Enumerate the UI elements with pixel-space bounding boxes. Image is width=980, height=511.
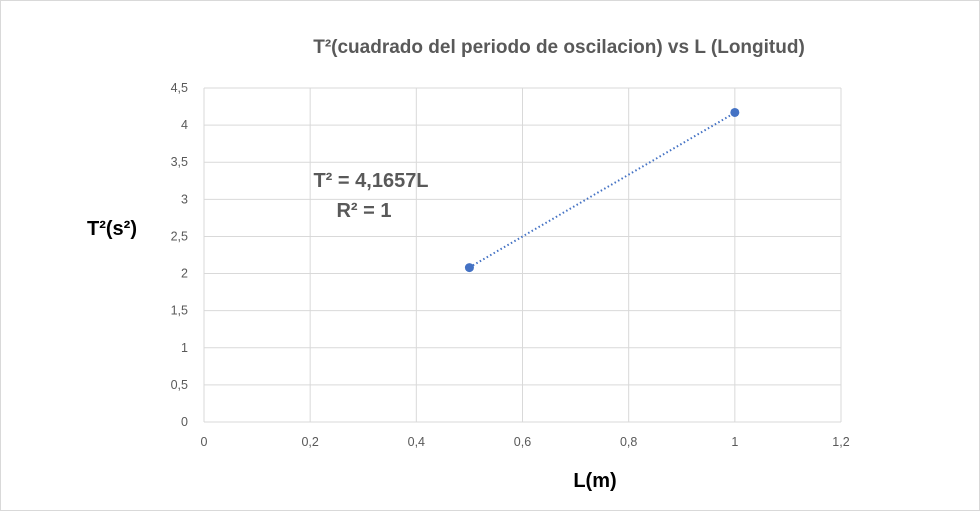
x-tick-label: 0,8 <box>620 435 637 449</box>
r-squared-label: R² = 1 <box>336 200 391 222</box>
data-points <box>464 107 740 273</box>
y-tick-label: 3,5 <box>171 155 188 169</box>
data-point <box>464 263 474 273</box>
x-tick-label: 0 <box>201 435 208 449</box>
y-tick-label: 0 <box>181 415 188 429</box>
y-tick-label: 3 <box>181 192 188 206</box>
y-tick-label: 2 <box>181 267 188 281</box>
y-tick-label: 0,5 <box>171 378 188 392</box>
x-axis-ticks: 0 0,2 0,4 0,6 0,8 1 1,2 <box>201 435 850 449</box>
x-tick-label: 1 <box>731 435 738 449</box>
y-tick-label: 4 <box>181 118 188 132</box>
data-point <box>730 107 740 117</box>
trendline-equation: T² = 4,1657L <box>313 170 428 192</box>
x-tick-label: 0,4 <box>408 435 425 449</box>
gridlines <box>203 87 842 423</box>
chart-title: T²(cuadrado del periodo de oscilacion) v… <box>313 37 805 58</box>
y-tick-label: 2,5 <box>171 229 188 243</box>
x-tick-label: 1,2 <box>832 435 849 449</box>
y-axis-ticks: 0 0,5 1 1,5 2 2,5 3 3,5 4 4,5 <box>171 81 188 429</box>
y-tick-label: 1 <box>181 341 188 355</box>
trendline <box>468 111 736 269</box>
y-tick-label: 4,5 <box>171 81 188 95</box>
x-tick-label: 0,2 <box>301 435 318 449</box>
x-tick-label: 0,6 <box>514 435 531 449</box>
x-axis-label: L(m) <box>573 470 616 492</box>
y-tick-label: 1,5 <box>171 304 188 318</box>
y-axis-label: T²(s²) <box>87 218 137 240</box>
